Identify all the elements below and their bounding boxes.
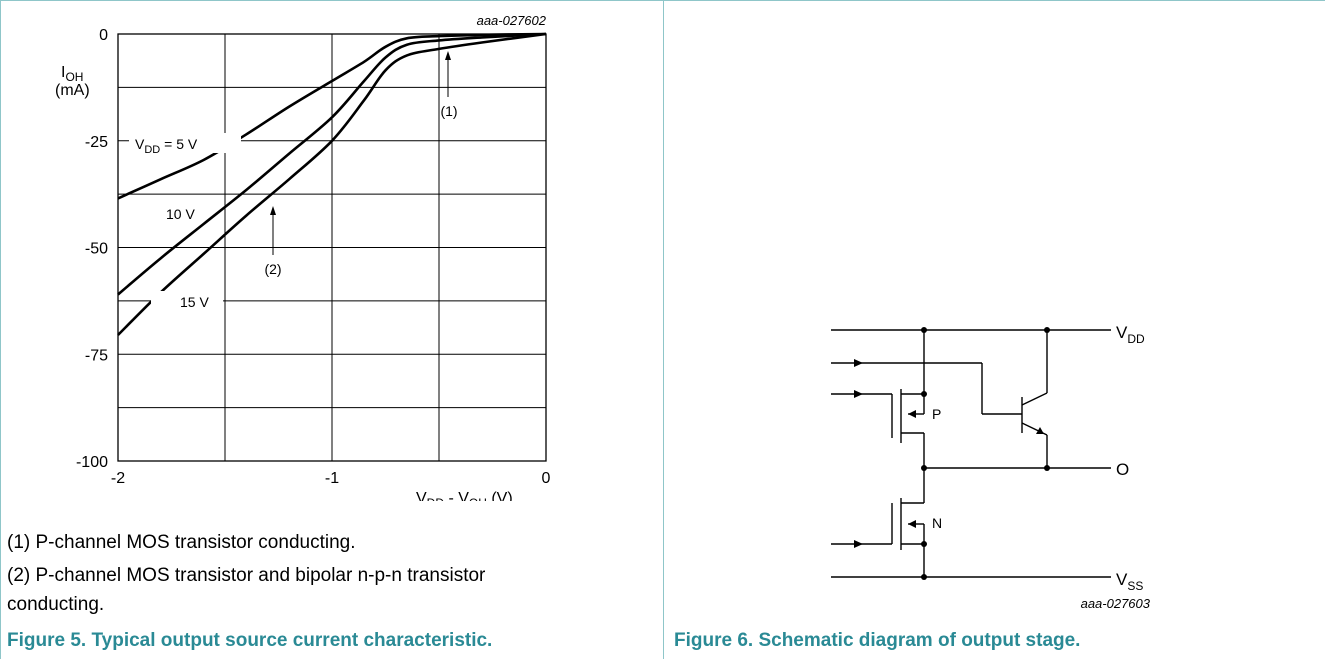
chart-grid bbox=[118, 34, 546, 461]
series-line-3 bbox=[117, 32, 547, 336]
junction-dot bbox=[921, 541, 927, 547]
junction-dot bbox=[921, 574, 927, 580]
series-label-5v: VDD = 5 V bbox=[135, 136, 198, 156]
npn-emitter-arrow bbox=[1036, 427, 1044, 434]
junction-dot bbox=[921, 391, 927, 397]
y-axis-label: IOH bbox=[61, 64, 83, 84]
figure5-panel: 0 -25 -50 -75 -100 -2 -1 0 aaa-027602 IOH (mA) … bbox=[0, 0, 663, 659]
figure6-caption: Figure 6. Schematic diagram of output st… bbox=[674, 630, 1081, 651]
plot-frame bbox=[117, 33, 547, 462]
y-tick-label: 0 bbox=[99, 27, 108, 44]
y-tick-label: -50 bbox=[85, 241, 108, 258]
output-source-current-chart: 0-25-50-75-100-2 -1 0 aaa-027602 IOH (mA) … bbox=[55, 13, 551, 501]
annotation-1: (1) bbox=[440, 103, 457, 119]
junction-dot bbox=[1044, 327, 1050, 333]
x-tick-label: -1 bbox=[325, 470, 339, 487]
figure6-panel: VDD O VSS P N aaa-027603 Figure 6. Schem… bbox=[663, 0, 1325, 659]
series-label-bg bbox=[129, 133, 241, 153]
chart-ticks: 0 -25 -50 -75 -100-2 -1 0 bbox=[76, 27, 551, 487]
note-2-line2: conducting. bbox=[7, 594, 105, 615]
y-tick-label: -25 bbox=[85, 134, 108, 151]
x-tick-label: 0 bbox=[542, 470, 551, 487]
input-arrow-2 bbox=[854, 390, 863, 398]
junction-dot bbox=[1044, 465, 1050, 471]
figure5-code: aaa-027602 bbox=[477, 13, 547, 28]
npn-collector bbox=[1021, 392, 1048, 406]
output-label: O bbox=[1116, 460, 1129, 479]
p-label: P bbox=[932, 406, 941, 422]
vdd-label: VDD bbox=[1116, 323, 1145, 346]
series-label-bg bbox=[151, 291, 223, 311]
series-line-2 bbox=[117, 32, 547, 296]
series-label-10v: 10 V bbox=[166, 206, 195, 222]
y-tick-label: -75 bbox=[85, 347, 108, 364]
n-label: N bbox=[932, 515, 942, 531]
annotation-2-arrowhead bbox=[270, 206, 276, 215]
input-arrow-3 bbox=[854, 540, 863, 548]
x-tick-label: -2 bbox=[111, 470, 125, 487]
note-2-line1: (2) P-channel MOS transistor and bipolar… bbox=[7, 565, 486, 586]
y-axis-unit: (mA) bbox=[55, 82, 90, 99]
annotation-1-arrowhead bbox=[445, 51, 451, 60]
junction-dot bbox=[921, 327, 927, 333]
vss-label: VSS bbox=[1116, 570, 1143, 593]
note-1: (1) P-channel MOS transistor conducting. bbox=[7, 532, 356, 553]
chart-curves bbox=[117, 32, 547, 336]
series-line-1 bbox=[117, 32, 547, 200]
input-arrow-1 bbox=[854, 359, 863, 367]
output-stage-schematic: VDD O VSS P N aaa-027603 bbox=[831, 323, 1151, 611]
series-label-15v: 15 V bbox=[180, 294, 209, 310]
figure5-caption: Figure 5. Typical output source current … bbox=[7, 630, 493, 651]
x-axis-label: VDD - VOH (V) bbox=[416, 490, 513, 501]
y-tick-label: -100 bbox=[76, 454, 108, 471]
pmos-bulk-arrow bbox=[908, 410, 916, 418]
junction-dot bbox=[921, 465, 927, 471]
annotation-2: (2) bbox=[264, 261, 281, 277]
nmos-bulk-arrow bbox=[908, 520, 916, 528]
figure6-code: aaa-027603 bbox=[1081, 596, 1151, 611]
